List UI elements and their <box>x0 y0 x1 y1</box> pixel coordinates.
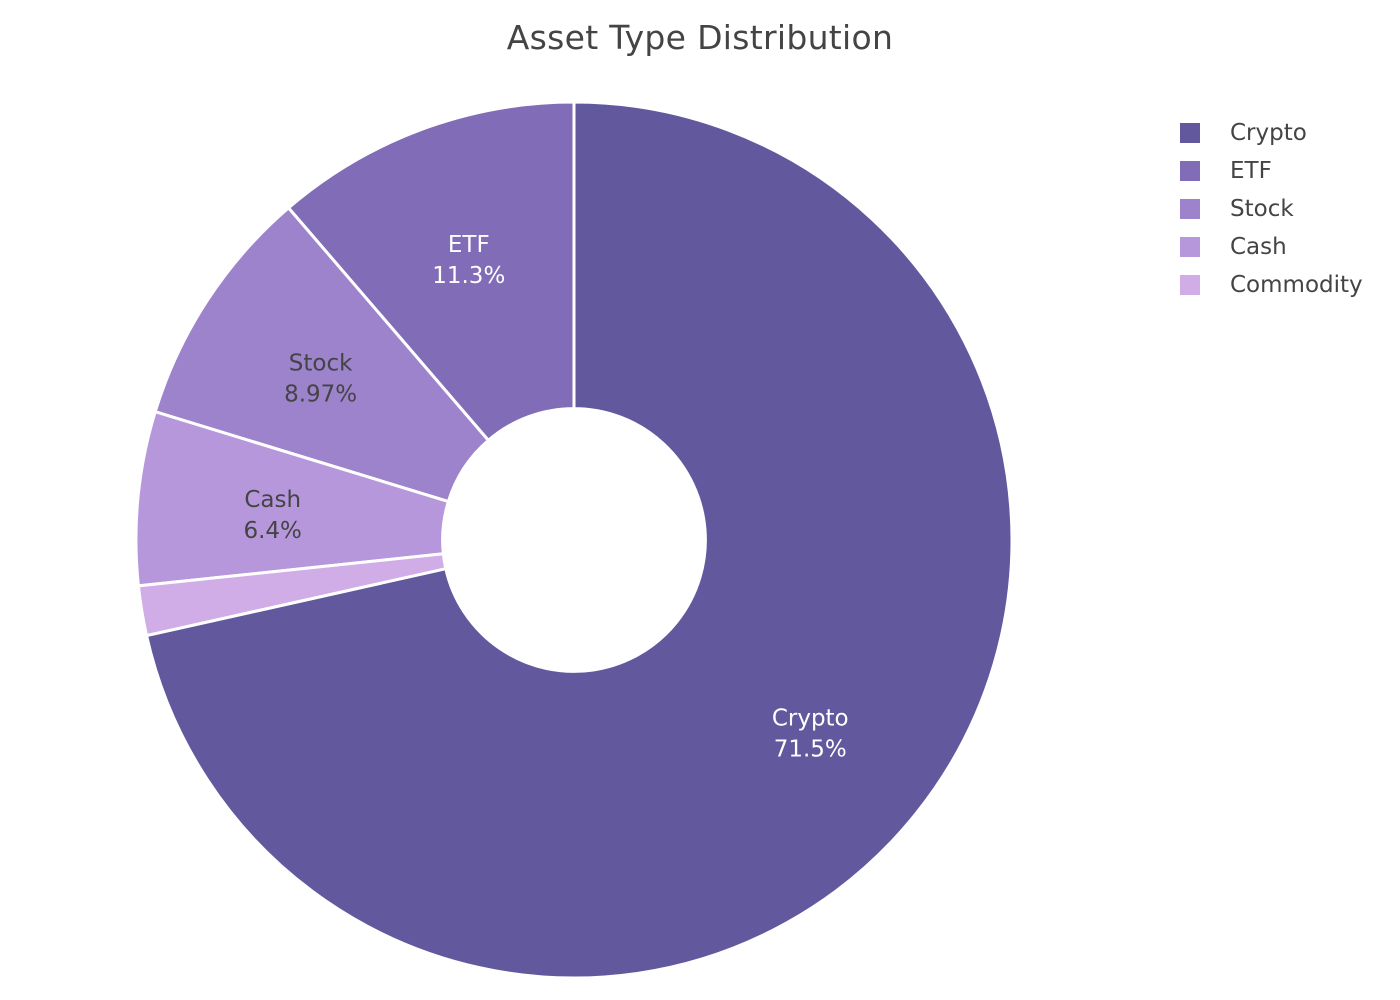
legend-item-stock[interactable]: Stock <box>1180 190 1363 228</box>
slice-labels-group: Crypto 71.5% ETF 11.3% Stock 8.97% Cash 6.4% <box>243 232 848 762</box>
slice-label-cash: Cash <box>244 487 301 513</box>
legend-item-crypto[interactable]: Crypto <box>1180 114 1363 152</box>
legend-item-etf[interactable]: ETF <box>1180 152 1363 190</box>
legend: Crypto ETF Stock Cash Commodity <box>1180 114 1363 304</box>
legend-swatch-crypto <box>1180 123 1200 143</box>
legend-item-cash[interactable]: Cash <box>1180 228 1363 266</box>
chart-title: Asset Type Distribution <box>506 18 894 57</box>
legend-swatch-stock <box>1180 199 1200 219</box>
legend-label-stock: Stock <box>1230 196 1294 222</box>
legend-label-etf: ETF <box>1230 158 1272 184</box>
slices-group <box>134 100 1014 980</box>
slice-label-etf: ETF <box>448 232 490 258</box>
slice-stock[interactable] <box>153 205 491 504</box>
slice-percent-crypto: 71.5% <box>774 736 847 762</box>
legend-item-commodity[interactable]: Commodity <box>1180 266 1363 304</box>
slice-cash[interactable] <box>134 409 451 588</box>
slice-percent-etf: 11.3% <box>432 263 505 289</box>
slice-label-crypto: Crypto <box>772 705 849 731</box>
slice-etf[interactable] <box>286 100 576 443</box>
legend-label-crypto: Crypto <box>1230 120 1307 146</box>
legend-label-commodity: Commodity <box>1230 272 1363 298</box>
slice-label-stock: Stock <box>289 350 353 376</box>
slice-crypto[interactable] <box>144 100 1014 980</box>
legend-label-cash: Cash <box>1230 234 1287 260</box>
slice-percent-cash: 6.4% <box>243 518 301 544</box>
slice-percent-stock: 8.97% <box>284 381 357 407</box>
legend-swatch-commodity <box>1180 275 1200 295</box>
legend-swatch-cash <box>1180 237 1200 257</box>
legend-swatch-etf <box>1180 161 1200 181</box>
slice-commodity[interactable] <box>136 552 448 638</box>
